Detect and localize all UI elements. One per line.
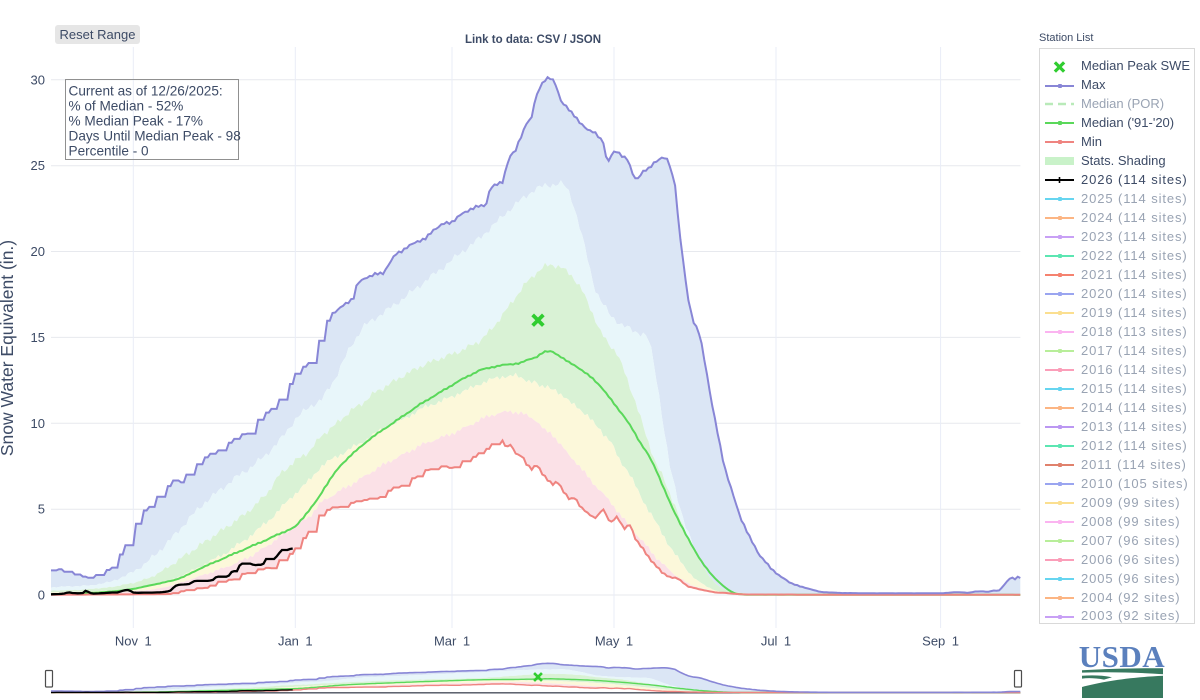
svg-text:Sep 1: Sep 1	[922, 634, 959, 649]
svg-text:May 1: May 1	[595, 634, 633, 649]
svg-text:% of Median - 52%: % of Median - 52%	[69, 99, 184, 114]
svg-text:30: 30	[31, 72, 45, 87]
svg-text:10: 10	[31, 416, 45, 431]
svg-text:Nov 1: Nov 1	[115, 634, 152, 649]
svg-text:5: 5	[38, 502, 45, 517]
svg-text:USDA: USDA	[1079, 639, 1166, 674]
svg-text:Current as of 12/26/2025:: Current as of 12/26/2025:	[69, 84, 223, 99]
svg-text:Snow Water Equivalent (in.): Snow Water Equivalent (in.)	[0, 240, 17, 456]
svg-text:Jul 1: Jul 1	[761, 634, 791, 649]
svg-text:% Median Peak - 17%: % Median Peak - 17%	[69, 114, 204, 129]
svg-text:15: 15	[31, 330, 45, 345]
svg-text:Percentile - 0: Percentile - 0	[69, 144, 150, 159]
svg-text:Days Until Median Peak - 98: Days Until Median Peak - 98	[69, 129, 241, 144]
svg-text:20: 20	[31, 244, 45, 259]
svg-text:0: 0	[38, 588, 45, 603]
svg-text:Mar 1: Mar 1	[434, 634, 470, 649]
svg-text:Jan 1: Jan 1	[278, 634, 313, 649]
svg-text:25: 25	[31, 158, 45, 173]
